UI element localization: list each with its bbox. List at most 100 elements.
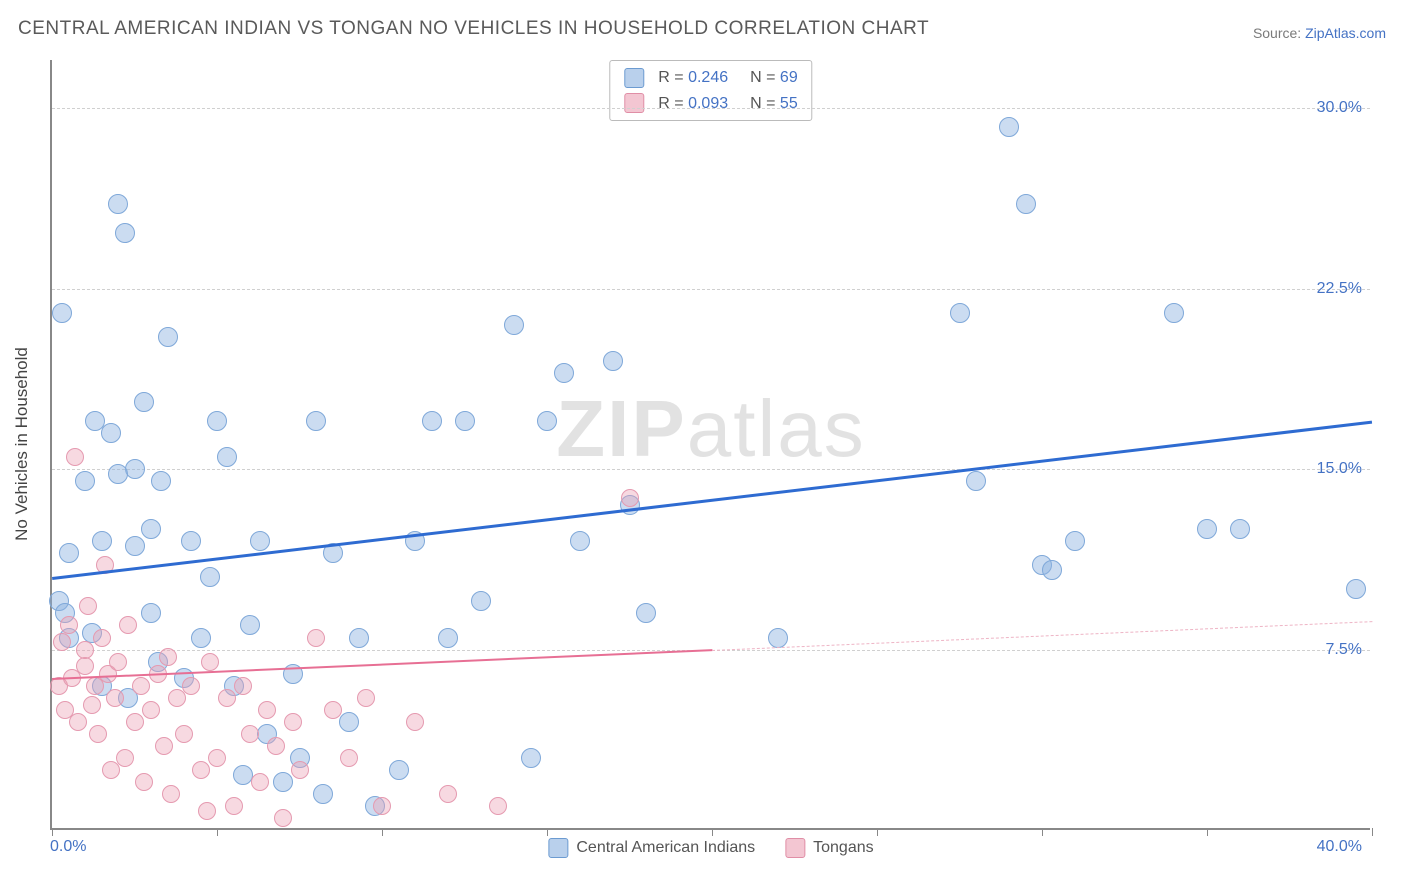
watermark-rest: atlas xyxy=(687,384,866,473)
scatter-point xyxy=(151,471,171,491)
gridline xyxy=(52,469,1370,470)
scatter-point xyxy=(192,761,210,779)
scatter-point xyxy=(306,411,326,431)
scatter-point xyxy=(175,725,193,743)
legend-series-label: Central American Indians xyxy=(576,839,755,857)
legend-r-label: R = 0.246 xyxy=(658,65,728,91)
legend-r-label: R = 0.093 xyxy=(658,91,728,117)
scatter-point xyxy=(489,797,507,815)
scatter-point xyxy=(155,737,173,755)
watermark-bold: ZIP xyxy=(556,384,686,473)
x-tick-label: 40.0% xyxy=(1317,838,1362,856)
scatter-point xyxy=(471,591,491,611)
scatter-point xyxy=(241,725,259,743)
scatter-point xyxy=(406,713,424,731)
y-tick-label: 7.5% xyxy=(1326,641,1362,659)
legend-r-value: 0.246 xyxy=(688,69,728,86)
scatter-point xyxy=(521,748,541,768)
scatter-point xyxy=(208,749,226,767)
scatter-point xyxy=(373,797,391,815)
scatter-point xyxy=(141,603,161,623)
legend-swatch xyxy=(624,68,644,88)
legend-series: Central American Indians Tongans xyxy=(548,838,873,858)
scatter-point xyxy=(504,315,524,335)
scatter-point xyxy=(158,327,178,347)
scatter-point xyxy=(439,785,457,803)
scatter-point xyxy=(357,689,375,707)
scatter-point xyxy=(218,689,236,707)
scatter-point xyxy=(313,784,333,804)
scatter-point xyxy=(1042,560,1062,580)
scatter-point xyxy=(422,411,442,431)
y-tick-label: 22.5% xyxy=(1317,280,1362,298)
scatter-point xyxy=(108,464,128,484)
scatter-point xyxy=(134,392,154,412)
scatter-point xyxy=(162,785,180,803)
y-axis-label: No Vehicles in Household xyxy=(12,347,32,541)
scatter-point xyxy=(198,802,216,820)
scatter-point xyxy=(76,641,94,659)
scatter-point xyxy=(349,628,369,648)
source-link[interactable]: ZipAtlas.com xyxy=(1305,25,1386,41)
scatter-point xyxy=(108,194,128,214)
scatter-point xyxy=(603,351,623,371)
scatter-point xyxy=(570,531,590,551)
scatter-point xyxy=(207,411,227,431)
scatter-point xyxy=(191,628,211,648)
scatter-point xyxy=(89,725,107,743)
watermark: ZIPatlas xyxy=(556,383,865,475)
trend-line xyxy=(52,421,1372,580)
scatter-point xyxy=(119,616,137,634)
scatter-point xyxy=(201,653,219,671)
x-tick xyxy=(217,828,218,836)
x-tick xyxy=(382,828,383,836)
scatter-point xyxy=(251,773,269,791)
scatter-point xyxy=(950,303,970,323)
scatter-point xyxy=(225,797,243,815)
scatter-point xyxy=(109,653,127,671)
scatter-point xyxy=(389,760,409,780)
scatter-point xyxy=(999,117,1019,137)
scatter-point xyxy=(60,616,78,634)
scatter-point xyxy=(132,677,150,695)
scatter-point xyxy=(274,809,292,827)
scatter-point xyxy=(307,629,325,647)
x-tick xyxy=(547,828,548,836)
y-tick-label: 30.0% xyxy=(1317,99,1362,117)
scatter-point xyxy=(537,411,557,431)
scatter-point xyxy=(126,713,144,731)
scatter-point xyxy=(340,749,358,767)
scatter-point xyxy=(79,597,97,615)
scatter-point xyxy=(217,447,237,467)
source-label: Source: xyxy=(1253,25,1305,41)
scatter-point xyxy=(142,701,160,719)
scatter-point xyxy=(273,772,293,792)
x-tick xyxy=(1207,828,1208,836)
scatter-point xyxy=(234,677,252,695)
scatter-point xyxy=(1230,519,1250,539)
scatter-point xyxy=(768,628,788,648)
scatter-point xyxy=(1065,531,1085,551)
legend-top-row: R = 0.246N = 69 xyxy=(624,65,797,91)
scatter-point xyxy=(93,629,111,647)
scatter-point xyxy=(267,737,285,755)
scatter-point xyxy=(258,701,276,719)
scatter-point xyxy=(75,471,95,491)
legend-n-label: N = 55 xyxy=(750,91,798,117)
scatter-point xyxy=(116,749,134,767)
x-tick-label: 0.0% xyxy=(50,838,86,856)
scatter-point xyxy=(135,773,153,791)
scatter-point xyxy=(200,567,220,587)
scatter-point xyxy=(621,489,639,507)
scatter-point xyxy=(240,615,260,635)
scatter-point xyxy=(92,531,112,551)
legend-series-label: Tongans xyxy=(813,839,874,857)
scatter-point xyxy=(554,363,574,383)
x-tick xyxy=(712,828,713,836)
scatter-point xyxy=(106,689,124,707)
scatter-point xyxy=(141,519,161,539)
scatter-point xyxy=(284,713,302,731)
legend-bottom-item: Central American Indians xyxy=(548,838,755,858)
x-tick xyxy=(877,828,878,836)
gridline xyxy=(52,108,1370,109)
